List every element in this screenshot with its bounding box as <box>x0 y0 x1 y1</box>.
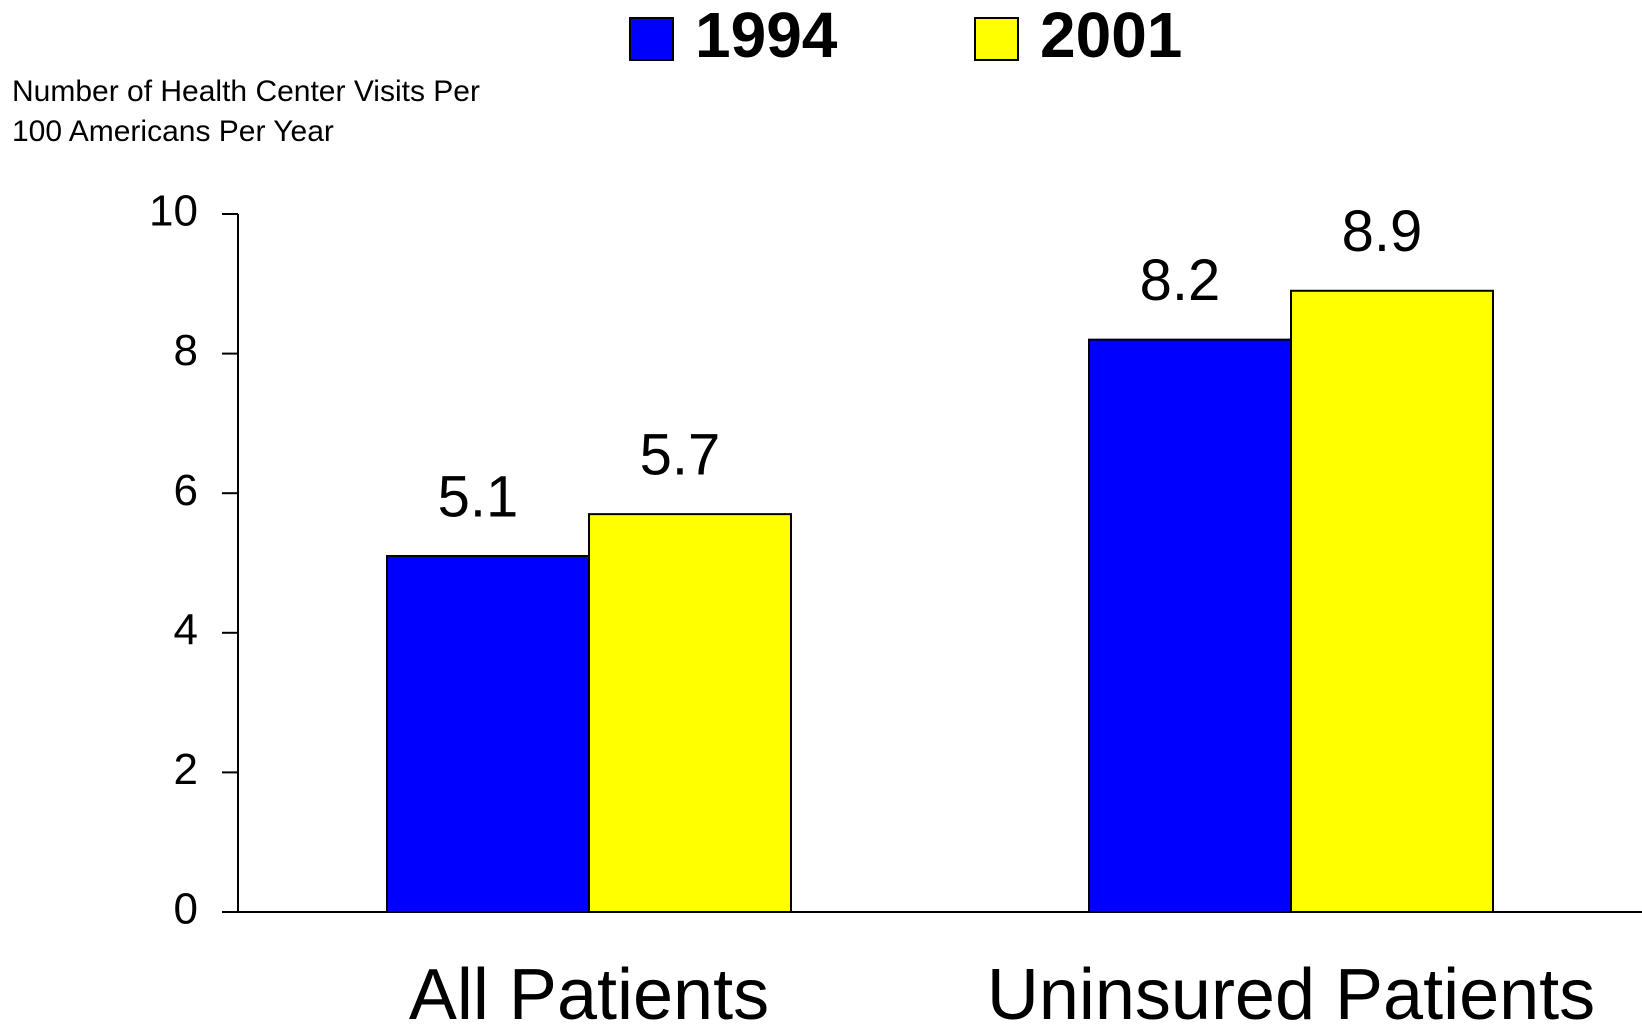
y-tick-label: 10 <box>149 187 198 236</box>
y-tick-label: 4 <box>174 605 198 654</box>
data-label: 8.2 <box>1140 248 1221 313</box>
legend-label: 2001 <box>1040 0 1182 71</box>
y-tick-label: 8 <box>174 326 198 375</box>
y-tick-label: 0 <box>174 885 198 934</box>
y-tick-label: 6 <box>174 466 198 515</box>
legend-swatch <box>629 17 674 61</box>
bar <box>1290 289 1494 913</box>
y-tick-label: 2 <box>174 745 198 794</box>
bar <box>588 513 792 913</box>
data-label: 8.9 <box>1342 199 1423 264</box>
bar <box>1088 338 1292 913</box>
x-tick-label: Uninsured Patients <box>987 955 1595 1030</box>
y-axis-label: Number of Health Center Visits Per <box>12 75 480 108</box>
bar <box>386 555 590 914</box>
y-axis-label: 100 Americans Per Year <box>12 115 334 148</box>
legend-label: 1994 <box>695 0 838 71</box>
data-label: 5.1 <box>438 464 519 529</box>
x-tick-label: All Patients <box>409 955 769 1030</box>
legend-swatch <box>974 17 1019 61</box>
data-label: 5.7 <box>640 422 721 487</box>
